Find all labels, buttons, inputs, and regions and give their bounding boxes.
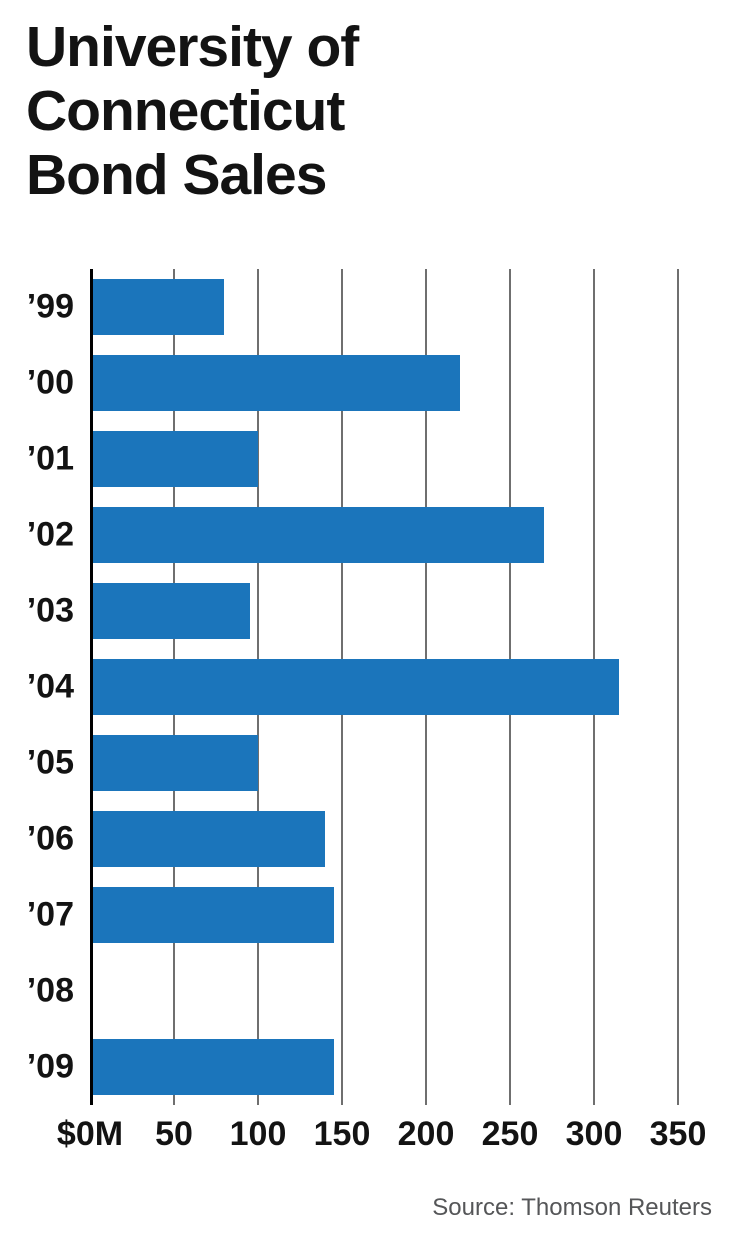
year-label: ’99 [26,287,74,326]
chart-row: ’02 [27,497,678,573]
year-label: ’08 [26,971,74,1010]
year-label: ’09 [26,1047,74,1086]
x-tick-label: 50 [155,1115,193,1154]
chart-row: ’99 [27,269,678,345]
source-credit: Source: Thomson Reuters [432,1194,712,1221]
y-axis-line [90,269,93,1106]
year-label: ’07 [26,895,74,934]
plot-area: ’99 ’00 ’01 ’02 ’03 ’04 ’05 ’06 ’07 ’08 ’09 [27,269,679,1106]
chart-row: ’07 [27,877,678,953]
bar-00 [90,355,460,412]
x-tick-label: 100 [229,1115,287,1154]
year-label: ’06 [26,819,74,858]
chart-row: ’09 [27,1029,678,1105]
chart-title: University of Connecticut Bond Sales [26,15,359,207]
chart-row: ’05 [27,725,678,801]
chart-row: ’01 [27,421,678,497]
gridline [677,269,679,1106]
year-label: ’03 [26,591,74,630]
bar-06 [90,811,326,868]
year-label: ’00 [26,363,74,402]
chart-row: ’00 [27,345,678,421]
chart-row: ’04 [27,649,678,725]
bar-07 [90,887,334,944]
bar-02 [90,507,544,564]
bar-01 [90,431,258,488]
bar-04 [90,659,620,716]
year-label: ’02 [26,515,74,554]
x-tick-label: $0M [56,1115,124,1154]
bar-03 [90,583,250,640]
x-tick-label: 350 [649,1115,707,1154]
x-tick-label: 300 [565,1115,623,1154]
chart-row: ’03 [27,573,678,649]
chart-row: ’08 [27,953,678,1029]
year-label: ’01 [26,439,74,478]
chart-row: ’06 [27,801,678,877]
bar-09 [90,1039,334,1096]
x-tick-label: 150 [313,1115,371,1154]
year-label: ’04 [26,667,74,706]
bar-99 [90,279,225,336]
year-label: ’05 [26,743,74,782]
x-tick-label: 200 [397,1115,455,1154]
x-tick-label: 250 [481,1115,539,1154]
bar-05 [90,735,258,792]
x-axis: $0M 50 100 150 200 250 300 350 [57,1105,706,1163]
